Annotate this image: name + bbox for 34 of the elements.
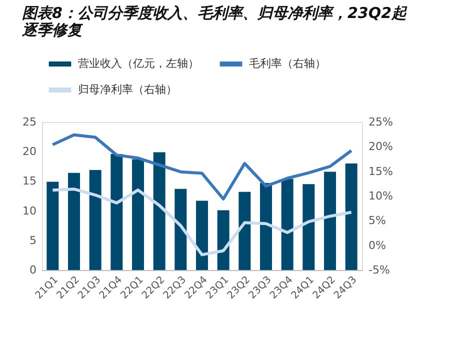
y2-tick-label: 15% — [368, 164, 393, 178]
chart-title: 图表8：公司分季度收入、毛利率、归母净利率，23Q2起逐季修复 — [21, 4, 408, 39]
bar — [153, 152, 166, 270]
bar — [217, 210, 230, 270]
y2-tick-label: 5% — [368, 214, 386, 228]
bar — [89, 170, 102, 270]
y-tick-label: 0 — [30, 264, 36, 276]
y2-tick-label: 20% — [368, 140, 393, 154]
bar — [68, 172, 80, 270]
y-tick-label: 15 — [22, 174, 36, 188]
bar — [132, 159, 144, 270]
bar — [196, 200, 208, 270]
legend-label: 归母净利率（右轴） — [78, 83, 177, 96]
y-tick-label: 5 — [30, 234, 36, 247]
y2-tick-label: 10% — [368, 190, 393, 202]
bar — [302, 184, 315, 270]
bar — [46, 182, 59, 270]
bar — [174, 188, 187, 270]
bar — [345, 163, 358, 270]
bar — [281, 178, 294, 270]
line-series — [51, 133, 353, 200]
y-tick-label: 25 — [22, 116, 36, 128]
bar — [110, 154, 123, 270]
bar — [260, 182, 272, 270]
y-tick-label: 20 — [22, 145, 36, 158]
y-tick-label: 10 — [22, 204, 36, 218]
y2-tick-label: 0% — [368, 238, 386, 252]
legend-label: 营业收入（亿元，左轴） — [78, 57, 199, 70]
line-series — [51, 188, 353, 256]
bar — [324, 172, 336, 270]
y2-tick-label: -5% — [368, 264, 390, 276]
legend-label: 毛利率（右轴） — [249, 57, 326, 70]
bar — [238, 192, 251, 270]
y2-tick-label: 25% — [368, 116, 393, 128]
